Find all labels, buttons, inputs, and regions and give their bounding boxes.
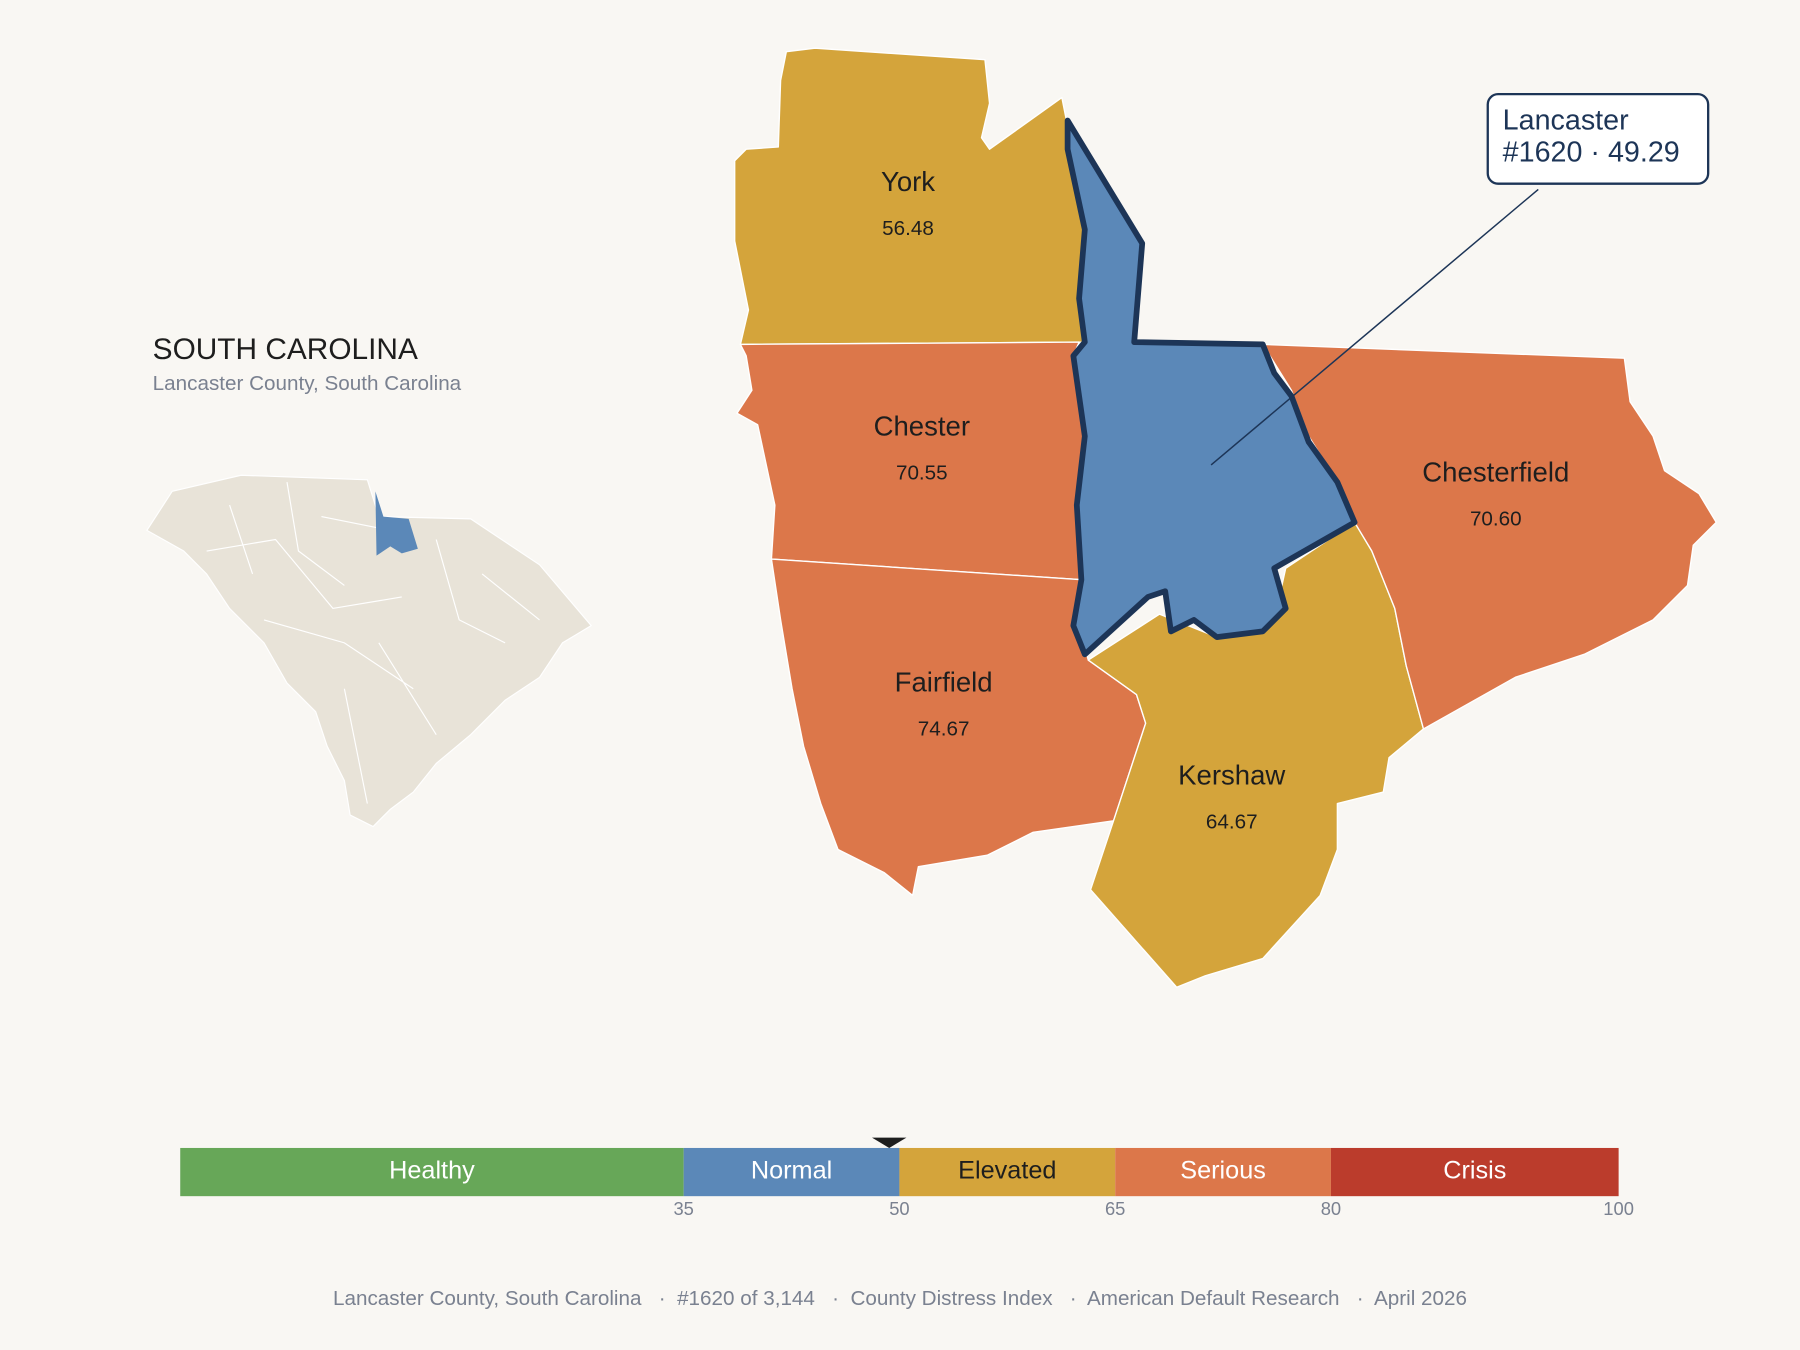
county-value: 70.60: [1470, 507, 1522, 530]
band-label: Crisis: [1443, 1157, 1506, 1185]
callout-box: [1486, 92, 1710, 185]
county-value: 70.55: [896, 462, 948, 485]
scale-tick-label: 65: [1105, 1198, 1125, 1219]
band-label: Serious: [1180, 1157, 1266, 1185]
inset-borders: [206, 482, 540, 804]
county-name: Chesterfield: [1422, 456, 1569, 487]
inset-highlight: [375, 491, 418, 556]
callout-name: Lancaster: [1503, 104, 1629, 136]
county-labels: York 56.48 Chester 70.55 Fairfield 74.67 Kersh…: [874, 166, 1570, 834]
band-label: Healthy: [389, 1157, 475, 1185]
callout-leader: [1210, 188, 1539, 466]
scale-band: [1115, 1147, 1331, 1197]
scale-band: [899, 1147, 1116, 1197]
state-outline: [146, 474, 593, 828]
band-label: Elevated: [958, 1157, 1056, 1185]
county-name: York: [881, 166, 935, 197]
callout-value: #1620 · 49.29: [1503, 136, 1680, 168]
county-value: 56.48: [882, 217, 934, 240]
footer: Lancaster County, South Carolina · #1620…: [333, 1287, 1467, 1310]
subtitle: Lancaster County, South Carolina: [153, 372, 462, 395]
county: [1064, 117, 1358, 658]
state-inset: [146, 474, 593, 828]
county-name: Fairfield: [895, 666, 993, 697]
county-name: Chester: [874, 410, 970, 441]
county-value: 64.67: [1206, 811, 1258, 834]
scale-marker: [871, 1137, 907, 1148]
scale-band: [683, 1147, 900, 1197]
counties: [734, 47, 1717, 988]
county-name: Kershaw: [1178, 759, 1285, 790]
scale-tick-label: 80: [1321, 1198, 1341, 1219]
scale-band: [1330, 1147, 1619, 1197]
distress-scale: Healthy Normal Elevated Serious Crisis 35 50 65…: [180, 1137, 1634, 1219]
scale-tick-label: 35: [673, 1198, 693, 1219]
scale-tick-label: 50: [889, 1198, 909, 1219]
scale-tick-label: 100: [1603, 1198, 1634, 1219]
scale-band: [180, 1147, 684, 1197]
band-label: Normal: [751, 1157, 832, 1185]
county-value: 74.67: [918, 718, 970, 741]
title: SOUTH CAROLINA: [153, 333, 418, 366]
